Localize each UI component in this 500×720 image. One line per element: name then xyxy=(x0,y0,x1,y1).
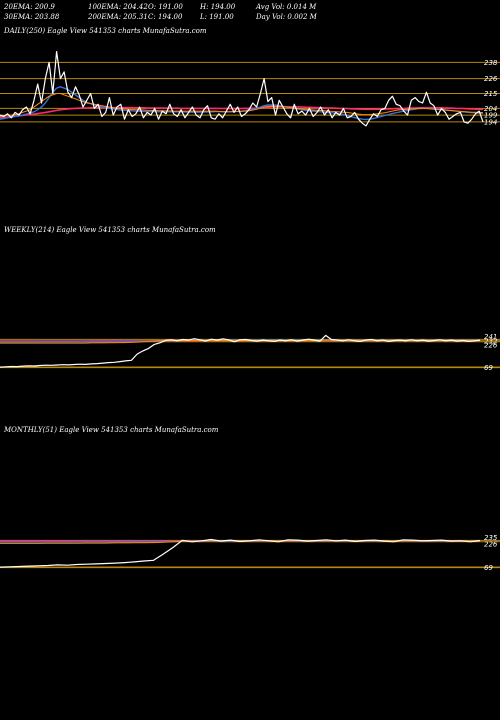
tick-label: 194 xyxy=(484,118,497,126)
tick-label: 241 xyxy=(484,333,497,341)
header-close: C: 194.00 xyxy=(148,13,183,21)
tick-label: 215 xyxy=(484,90,498,98)
tick-label: 199 xyxy=(484,112,498,120)
tick-label: 226 xyxy=(484,75,498,83)
price-series-line xyxy=(0,334,481,368)
header-200ema: 200EMA: 205.31 xyxy=(88,13,148,21)
tick-label: 69 xyxy=(484,364,493,372)
weekly-panel-label: WEEKLY(214) Eagle View 541353 charts Mun… xyxy=(4,226,216,234)
tick-label: 238 xyxy=(484,59,498,67)
price-series-line xyxy=(0,538,481,568)
header-20ema: 20EMA: 200.9 xyxy=(4,3,55,11)
tick-label: 226 xyxy=(484,341,498,349)
daily-panel-label: DAILY(250) Eagle View 541353 charts Muna… xyxy=(4,27,207,35)
tick-label: 235 xyxy=(484,534,498,542)
tick-label: 204 xyxy=(484,105,497,113)
tick-label: 69 xyxy=(484,564,493,572)
header-30ema: 30EMA: 203.88 xyxy=(4,13,60,21)
header-high: H: 194.00 xyxy=(200,3,236,11)
header-avg-vol: Avg Vol: 0.014 M xyxy=(256,3,317,11)
monthly-panel-label: MONTHLY(51) Eagle View 541353 charts Mun… xyxy=(4,426,219,434)
header-day-vol: Day Vol: 0.002 M xyxy=(256,13,317,21)
header-low: L: 191.00 xyxy=(200,13,234,21)
header-open: O: 191.00 xyxy=(148,3,183,11)
price-series-line xyxy=(0,50,484,127)
header-100ema: 100EMA: 204.42 xyxy=(88,3,148,11)
tick-label: 226 xyxy=(484,540,498,548)
